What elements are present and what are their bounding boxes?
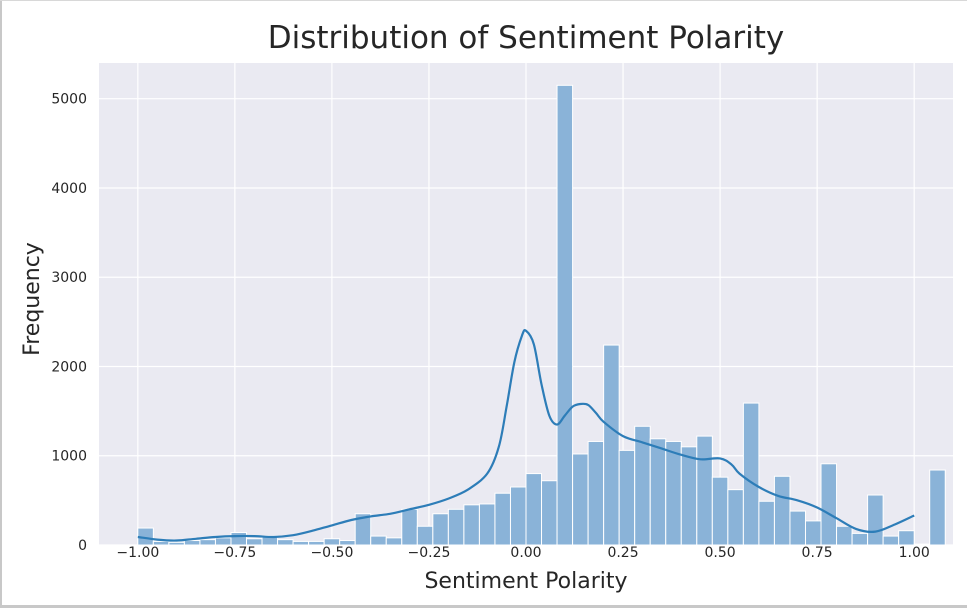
kde-curve bbox=[137, 329, 915, 542]
y-tick-label: 1000 bbox=[51, 449, 87, 465]
histogram-bar bbox=[603, 344, 620, 546]
histogram-bar bbox=[618, 449, 636, 546]
histogram-bar bbox=[789, 510, 806, 546]
y-tick-label: 3000 bbox=[51, 270, 87, 286]
y-tick-label: 0 bbox=[78, 538, 87, 554]
histogram-bar bbox=[572, 453, 589, 546]
chart-title: Distribution of Sentiment Polarity bbox=[268, 20, 785, 56]
histogram-bar bbox=[836, 525, 853, 546]
histogram-bar bbox=[541, 480, 558, 546]
x-tick-label: 0.25 bbox=[607, 545, 638, 561]
histogram-bar bbox=[137, 527, 154, 546]
histogram-bar bbox=[463, 504, 480, 546]
histogram-bar bbox=[183, 540, 201, 546]
x-tick-label: −0.25 bbox=[408, 545, 451, 561]
x-tick-label: 0.75 bbox=[802, 545, 833, 561]
x-axis-label: Sentiment Polarity bbox=[424, 569, 627, 594]
x-tick-label: 0.50 bbox=[705, 545, 736, 561]
x-tick-label: 0.00 bbox=[510, 545, 541, 561]
histogram-bar bbox=[758, 500, 775, 546]
window-top-border bbox=[0, 0, 967, 1]
histogram-bar bbox=[478, 503, 496, 546]
x-axis-ticks: −1.00 −0.75 −0.50 −0.25 0.00 0.25 0.50 0.75 1.00 bbox=[116, 545, 929, 561]
y-tick-label: 2000 bbox=[51, 359, 87, 375]
y-axis-label: Frequency bbox=[20, 242, 45, 356]
histogram-bar bbox=[867, 494, 884, 546]
histogram-bar bbox=[385, 537, 403, 546]
histogram-bar bbox=[773, 475, 791, 546]
histogram-bar bbox=[168, 541, 185, 546]
histogram-bar bbox=[292, 540, 310, 546]
histogram-bar bbox=[587, 440, 605, 546]
histogram-bar bbox=[742, 402, 760, 546]
histogram-bar bbox=[432, 513, 449, 546]
histogram-bar bbox=[804, 520, 822, 546]
histogram-bar bbox=[882, 535, 900, 546]
histogram-bar bbox=[525, 473, 543, 546]
histogram-bar bbox=[277, 539, 294, 546]
histogram-bar bbox=[680, 446, 698, 546]
histogram-bar bbox=[509, 486, 527, 546]
histogram-bar bbox=[820, 463, 838, 546]
histogram-bar bbox=[494, 492, 511, 546]
histogram-bar bbox=[665, 440, 682, 546]
histogram-bar bbox=[556, 84, 574, 546]
histogram-bar bbox=[727, 489, 744, 546]
x-tick-label: −0.75 bbox=[213, 545, 256, 561]
histogram-bar bbox=[230, 532, 248, 546]
histogram-bar bbox=[711, 476, 729, 546]
histogram-bar bbox=[447, 508, 465, 546]
histogram-bar bbox=[416, 525, 434, 546]
window-bottom-border bbox=[0, 605, 967, 608]
histogram-bar bbox=[696, 435, 713, 546]
y-tick-label: 5000 bbox=[51, 92, 87, 108]
histogram-bar bbox=[851, 532, 869, 546]
histogram-bar bbox=[929, 469, 946, 546]
histogram-bar bbox=[898, 530, 915, 546]
histogram-bar bbox=[649, 438, 667, 546]
y-axis-ticks: 0 1000 2000 3000 4000 5000 bbox=[51, 92, 87, 554]
histogram-bar bbox=[401, 508, 418, 546]
histogram-bars bbox=[137, 84, 946, 546]
y-tick-label: 4000 bbox=[51, 181, 87, 197]
window-left-border bbox=[0, 0, 2, 608]
x-tick-label: −0.50 bbox=[310, 545, 353, 561]
histogram-bar bbox=[370, 535, 387, 546]
x-tick-label: 1.00 bbox=[899, 545, 930, 561]
histogram-bar bbox=[214, 537, 232, 546]
x-tick-label: −1.00 bbox=[116, 545, 159, 561]
histogram-bar bbox=[354, 513, 372, 546]
